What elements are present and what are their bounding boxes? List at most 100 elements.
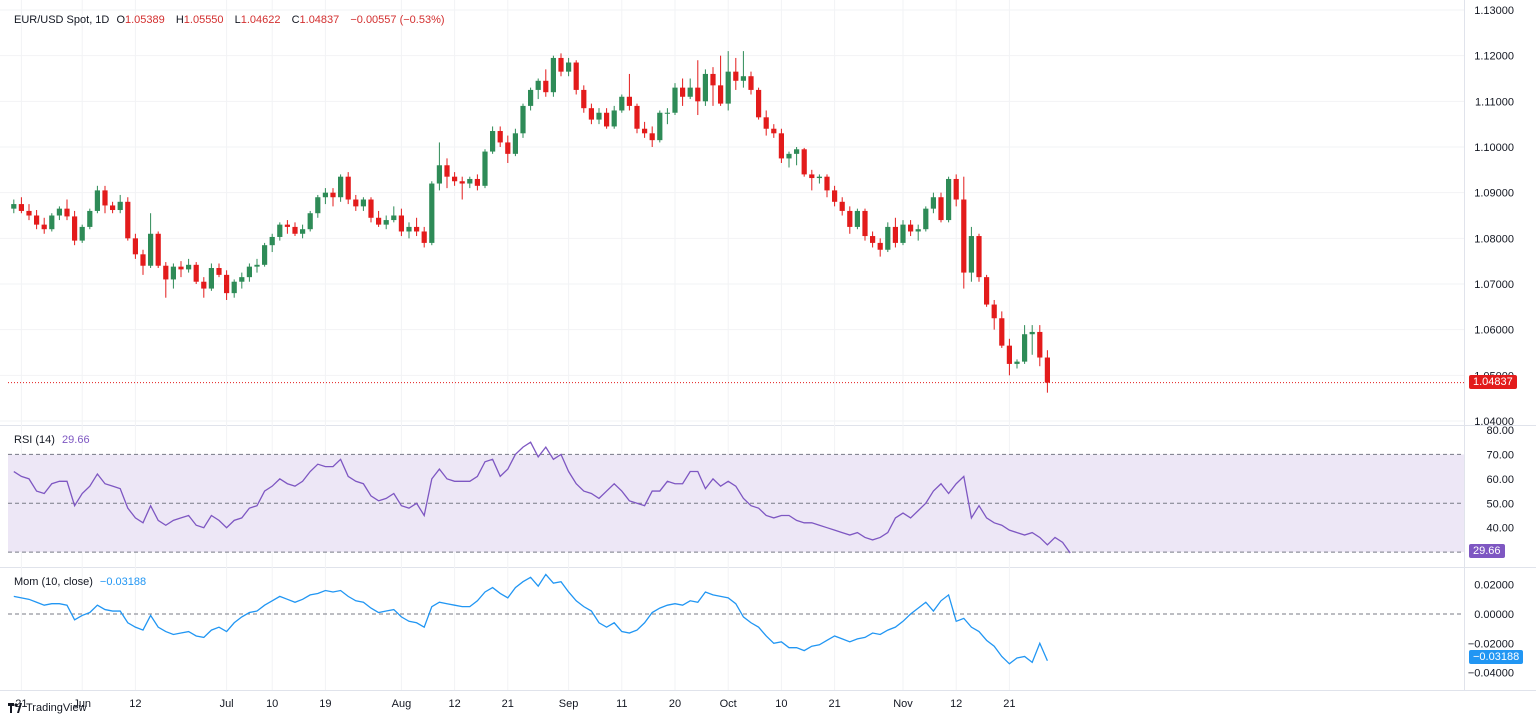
candle-body <box>482 151 488 186</box>
candle-body <box>277 224 283 237</box>
candle-body <box>1006 345 1012 364</box>
candle-body <box>125 201 131 239</box>
candle-body <box>588 108 594 120</box>
candle-body <box>816 176 822 179</box>
candle-body <box>634 105 640 129</box>
candle-body <box>87 210 93 227</box>
candle-body <box>680 87 686 97</box>
candle-body <box>414 226 420 232</box>
last-price-tag: 1.04837 <box>1469 375 1517 389</box>
candle-body <box>649 133 655 141</box>
x-tick-label: Sep <box>559 698 579 710</box>
candle-body <box>64 208 70 217</box>
price-tick-label: 1.13000 <box>1474 5 1514 17</box>
candle-body <box>763 117 769 129</box>
candle-body <box>710 73 716 86</box>
candle-body <box>269 236 275 246</box>
candle-body <box>231 281 237 294</box>
rsi-last-tag: 29.66 <box>1469 544 1505 558</box>
candle-body <box>862 210 868 237</box>
candle-body <box>930 197 936 209</box>
candle-body <box>999 318 1005 346</box>
candle-body <box>216 268 222 275</box>
x-tick-label: 19 <box>319 698 331 710</box>
candle-body <box>102 190 108 206</box>
x-tick-label: 12 <box>129 698 141 710</box>
candle-body <box>946 178 952 221</box>
candle-body <box>725 71 731 104</box>
candle-body <box>740 76 746 81</box>
candle-body <box>702 73 708 102</box>
rsi-tick-label: 70.00 <box>1486 449 1514 461</box>
candle-body <box>695 87 701 102</box>
high-value: 1.05550 <box>183 14 224 26</box>
mom-last-tag: −0.03188 <box>1469 650 1524 664</box>
candle-body <box>915 229 921 232</box>
price-tick-label: 1.10000 <box>1474 142 1514 154</box>
candle-body <box>208 268 214 289</box>
candle-body <box>596 112 602 120</box>
candle-body <box>368 199 374 218</box>
mom-tick-label: −0.02000 <box>1468 638 1514 650</box>
candle-body <box>474 178 480 186</box>
candle-body <box>239 277 245 282</box>
candle-body <box>604 112 610 127</box>
candle-body <box>626 96 632 106</box>
candle-body <box>611 110 617 127</box>
candle-body <box>900 224 906 243</box>
candle-body <box>79 226 85 241</box>
rsi-tick-label: 60.00 <box>1486 474 1514 486</box>
x-tick-label: 20 <box>669 698 681 710</box>
brand-name: TradingView <box>26 702 87 714</box>
candle-body <box>148 233 154 266</box>
rsi-header: RSI (14) 29.66 <box>14 434 94 446</box>
symbol-name: EUR/USD Spot, 1D <box>14 14 110 26</box>
candle-body <box>18 204 24 211</box>
candle-body <box>254 264 260 267</box>
candle-body <box>953 178 959 200</box>
rsi-label: RSI (14) <box>14 434 55 446</box>
open-value: 1.05389 <box>125 14 165 26</box>
candle-body <box>839 201 845 211</box>
candle-body <box>505 142 511 154</box>
x-tick-label: Nov <box>893 698 913 710</box>
candle-body <box>429 183 435 243</box>
candle-body <box>581 89 587 109</box>
candle-body <box>892 226 898 243</box>
candle-body <box>824 176 830 191</box>
candle-body <box>923 208 929 230</box>
candle-body <box>94 190 100 211</box>
tradingview-logo[interactable]: TradingView <box>8 702 87 714</box>
symbol-header: EUR/USD Spot, 1D O1.05389 H1.05550 L1.04… <box>14 14 449 26</box>
open-label: O <box>116 14 125 26</box>
x-tick-label: 12 <box>950 698 962 710</box>
rsi-value: 29.66 <box>62 434 90 446</box>
candle-body <box>1037 331 1043 358</box>
candle-body <box>778 133 784 159</box>
candle-body <box>315 197 321 214</box>
x-tick-label: 21 <box>1003 698 1015 710</box>
candle-body <box>619 96 625 111</box>
price-tick-label: 1.11000 <box>1475 96 1514 108</box>
candle-body <box>550 57 556 93</box>
candle-body <box>201 281 207 289</box>
x-tick-label: 10 <box>775 698 787 710</box>
candle-body <box>566 62 572 72</box>
candle-body <box>262 245 268 265</box>
x-tick-label: Oct <box>720 698 737 710</box>
rsi-tick-label: 80.00 <box>1486 425 1514 437</box>
mom-tick-label: 0.02000 <box>1474 580 1514 592</box>
mom-label: Mom (10, close) <box>14 576 93 588</box>
candle-body <box>809 174 815 179</box>
candle-body <box>436 165 442 184</box>
price-tick-label: 1.04000 <box>1474 416 1514 428</box>
tradingview-icon <box>8 703 22 713</box>
price-tick-label: 1.07000 <box>1474 279 1514 291</box>
candle-body <box>1022 334 1028 362</box>
candle-body <box>1044 357 1050 383</box>
mom-tick-label: −0.04000 <box>1468 668 1514 680</box>
candle-body <box>771 128 777 134</box>
candle-body <box>452 176 458 182</box>
candle-body <box>186 264 192 270</box>
